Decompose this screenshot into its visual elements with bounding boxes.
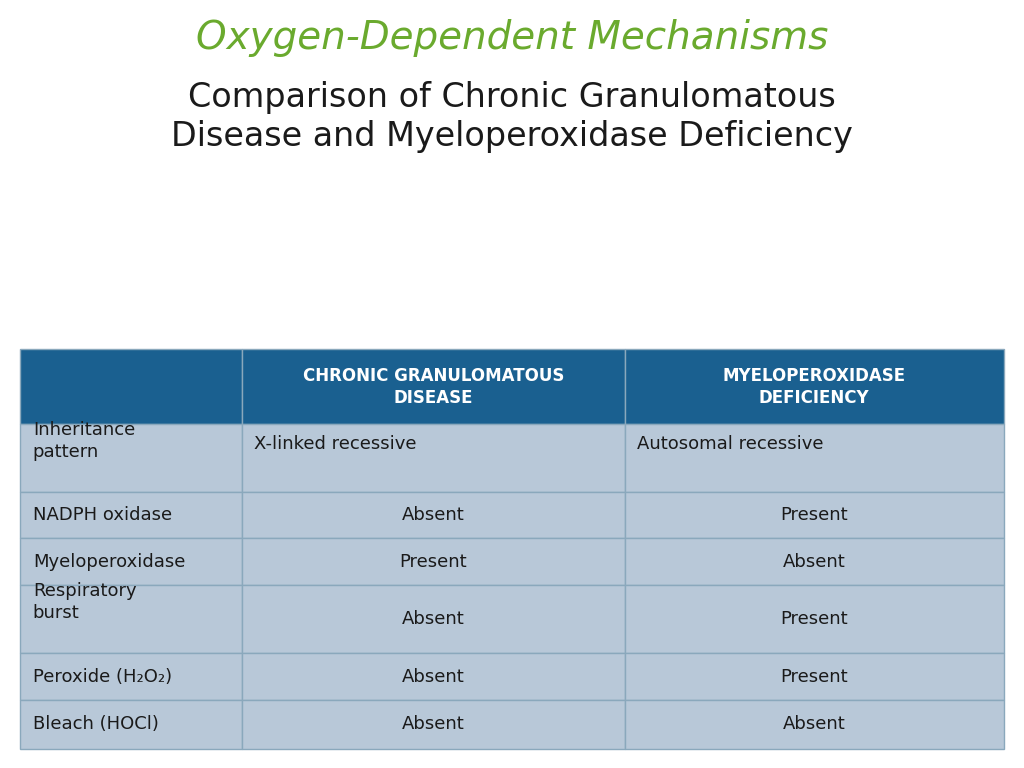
Text: Autosomal recessive: Autosomal recessive (637, 435, 824, 453)
Text: Present: Present (780, 667, 848, 686)
Text: Bleach (HOCl): Bleach (HOCl) (33, 715, 159, 733)
Text: Absent: Absent (783, 553, 846, 571)
Text: NADPH oxidase: NADPH oxidase (33, 506, 172, 524)
Text: Respiratory
burst: Respiratory burst (33, 582, 136, 622)
Text: MYELOPEROXIDASE
DEFICIENCY: MYELOPEROXIDASE DEFICIENCY (723, 366, 906, 407)
Text: Absent: Absent (783, 715, 846, 733)
Text: Present: Present (780, 611, 848, 628)
Text: X-linked recessive: X-linked recessive (254, 435, 417, 453)
Text: Present: Present (399, 553, 467, 571)
Text: Myeloperoxidase: Myeloperoxidase (33, 553, 185, 571)
Text: Peroxide (H₂O₂): Peroxide (H₂O₂) (33, 667, 172, 686)
Text: Oxygen-Dependent Mechanisms: Oxygen-Dependent Mechanisms (196, 19, 828, 57)
Text: Absent: Absent (402, 667, 465, 686)
Text: Absent: Absent (402, 715, 465, 733)
Text: Absent: Absent (402, 611, 465, 628)
Text: Present: Present (780, 506, 848, 524)
Text: Absent: Absent (402, 506, 465, 524)
Text: CHRONIC GRANULOMATOUS
DISEASE: CHRONIC GRANULOMATOUS DISEASE (303, 366, 564, 407)
Text: Inheritance
pattern: Inheritance pattern (33, 421, 135, 461)
Text: Comparison of Chronic Granulomatous
Disease and Myeloperoxidase Deficiency: Comparison of Chronic Granulomatous Dise… (171, 81, 853, 153)
